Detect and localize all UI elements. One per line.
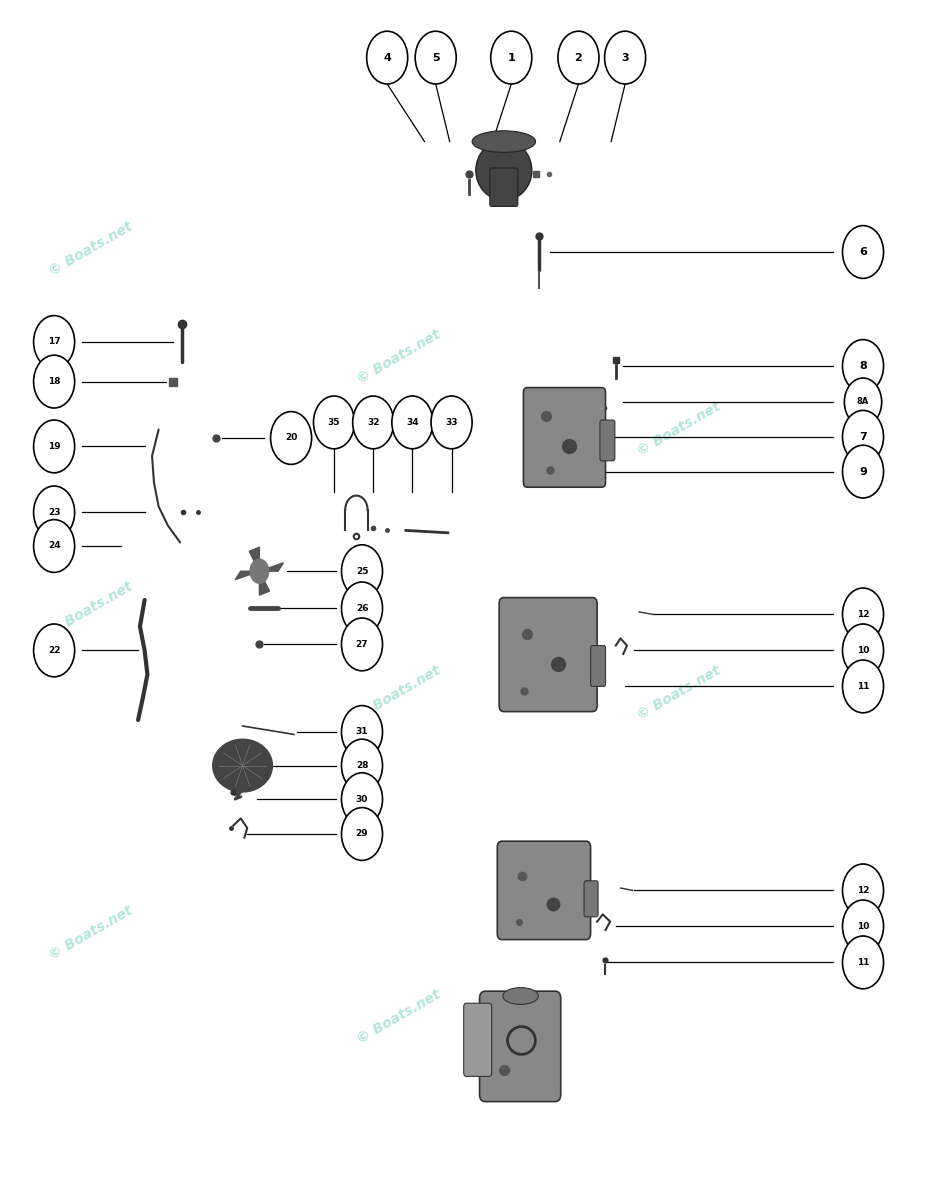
Text: 4: 4 <box>383 53 391 62</box>
Circle shape <box>842 226 884 278</box>
Circle shape <box>34 486 75 539</box>
Text: © Boats.net: © Boats.net <box>634 400 723 458</box>
Text: 2: 2 <box>575 53 582 62</box>
Text: © Boats.net: © Boats.net <box>355 988 443 1046</box>
Text: 29: 29 <box>355 829 369 839</box>
Text: 33: 33 <box>445 418 458 427</box>
Ellipse shape <box>503 988 538 1004</box>
Circle shape <box>842 445 884 498</box>
Text: 8A: 8A <box>856 397 870 407</box>
Text: 34: 34 <box>406 418 419 427</box>
FancyBboxPatch shape <box>480 991 561 1102</box>
Circle shape <box>842 588 884 641</box>
Text: 6: 6 <box>859 247 867 257</box>
FancyBboxPatch shape <box>523 388 606 487</box>
Circle shape <box>842 624 884 677</box>
Circle shape <box>842 340 884 392</box>
Polygon shape <box>249 547 259 571</box>
Text: 3: 3 <box>621 53 629 62</box>
Polygon shape <box>259 563 284 571</box>
Circle shape <box>842 864 884 917</box>
Text: © Boats.net: © Boats.net <box>47 220 135 278</box>
Circle shape <box>431 396 472 449</box>
Circle shape <box>341 582 383 635</box>
Text: 10: 10 <box>856 646 870 655</box>
Text: © Boats.net: © Boats.net <box>355 328 443 386</box>
Circle shape <box>842 660 884 713</box>
Circle shape <box>842 410 884 463</box>
Circle shape <box>491 31 532 84</box>
Text: 1: 1 <box>508 53 515 62</box>
Circle shape <box>341 808 383 860</box>
Text: 7: 7 <box>859 432 867 442</box>
Text: © Boats.net: © Boats.net <box>634 664 723 722</box>
FancyBboxPatch shape <box>591 646 606 686</box>
Text: 27: 27 <box>355 640 369 649</box>
Circle shape <box>34 520 75 572</box>
Text: © Boats.net: © Boats.net <box>47 580 135 638</box>
Circle shape <box>34 316 75 368</box>
Text: 26: 26 <box>355 604 369 613</box>
Circle shape <box>558 31 599 84</box>
FancyBboxPatch shape <box>499 598 597 712</box>
Circle shape <box>844 378 882 426</box>
Circle shape <box>415 31 456 84</box>
Text: 30: 30 <box>355 794 369 804</box>
Polygon shape <box>235 571 259 580</box>
Circle shape <box>341 706 383 758</box>
Polygon shape <box>259 571 270 595</box>
Circle shape <box>842 936 884 989</box>
Text: 18: 18 <box>48 377 61 386</box>
Ellipse shape <box>472 131 536 152</box>
FancyBboxPatch shape <box>497 841 591 940</box>
Text: 12: 12 <box>856 886 870 895</box>
Text: 17: 17 <box>48 337 61 347</box>
FancyBboxPatch shape <box>584 881 598 917</box>
Text: 10: 10 <box>856 922 870 931</box>
Text: 25: 25 <box>355 566 369 576</box>
Text: 9: 9 <box>859 467 867 476</box>
FancyBboxPatch shape <box>464 1003 492 1076</box>
Circle shape <box>341 618 383 671</box>
Text: 8: 8 <box>859 361 867 371</box>
Text: 24: 24 <box>48 541 61 551</box>
Text: 12: 12 <box>856 610 870 619</box>
Text: 23: 23 <box>48 508 61 517</box>
Circle shape <box>341 739 383 792</box>
Text: 28: 28 <box>355 761 369 770</box>
Text: © Boats.net: © Boats.net <box>355 664 443 722</box>
FancyBboxPatch shape <box>600 420 615 461</box>
Text: 20: 20 <box>285 433 298 443</box>
Circle shape <box>313 396 355 449</box>
Text: 32: 32 <box>367 418 380 427</box>
Text: 11: 11 <box>856 682 870 691</box>
Circle shape <box>34 624 75 677</box>
Circle shape <box>353 396 394 449</box>
Circle shape <box>392 396 433 449</box>
Circle shape <box>367 31 408 84</box>
Circle shape <box>341 545 383 598</box>
Text: 22: 22 <box>48 646 61 655</box>
Text: © Boats.net: © Boats.net <box>47 904 135 962</box>
Text: 5: 5 <box>432 53 439 62</box>
Circle shape <box>271 412 312 464</box>
Circle shape <box>34 355 75 408</box>
Text: 31: 31 <box>355 727 369 737</box>
Text: 35: 35 <box>327 418 341 427</box>
Polygon shape <box>250 559 269 583</box>
Circle shape <box>842 900 884 953</box>
Text: 19: 19 <box>48 442 61 451</box>
Circle shape <box>34 420 75 473</box>
Circle shape <box>605 31 646 84</box>
Polygon shape <box>213 739 272 792</box>
Ellipse shape <box>476 140 532 200</box>
Text: 11: 11 <box>856 958 870 967</box>
Circle shape <box>341 773 383 826</box>
FancyBboxPatch shape <box>490 168 518 206</box>
